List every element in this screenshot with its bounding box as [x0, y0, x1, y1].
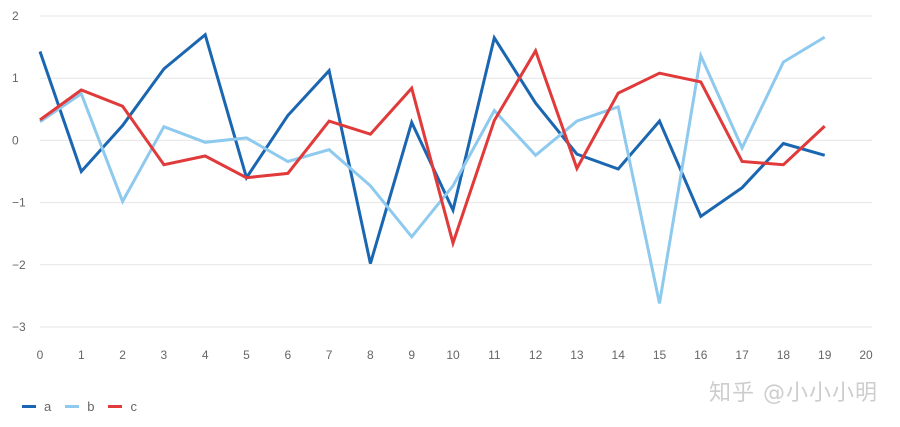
- legend-swatch-b: [65, 405, 80, 408]
- x-tick-label: 19: [818, 348, 832, 362]
- y-tick-label: −3: [12, 320, 26, 334]
- x-tick-label: 20: [859, 348, 873, 362]
- watermark: 知乎 @小小小明: [709, 381, 878, 406]
- series-line-c: [39, 47, 826, 249]
- legend-item-b[interactable]: b: [65, 399, 94, 414]
- y-axis-ticks: 2 1 0 −1 −2 −3: [12, 9, 26, 334]
- x-tick-label: 7: [326, 348, 333, 362]
- series-lines: [38, 32, 826, 304]
- legend-label-a: a: [44, 399, 52, 414]
- legend-swatch-a: [22, 405, 36, 408]
- x-axis-ticks: 0 1 2 3 4 5 6 7 8 9 10 11 12 13 14 15 16 17 18 19 20: [37, 348, 873, 362]
- x-tick-label: 6: [284, 348, 291, 362]
- line-chart: 210−1−2−3 0 1 2 3 4 5 6 7 8 9 10 11 12 13 14 15 16 17 18 19…: [12, 9, 873, 362]
- x-tick-label: 3: [161, 348, 168, 362]
- x-tick-label: 11: [488, 348, 501, 362]
- y-tick-label: −1: [12, 196, 26, 210]
- x-tick-label: 14: [612, 348, 626, 362]
- x-tick-label: 17: [735, 348, 749, 362]
- x-tick-label: 12: [529, 348, 543, 362]
- y-tick-label: 1: [12, 71, 19, 85]
- legend: a b c: [22, 399, 137, 414]
- x-tick-label: 8: [367, 348, 374, 362]
- series-line-b: [39, 35, 826, 304]
- legend-label-c: c: [130, 399, 137, 414]
- x-tick-label: 15: [653, 348, 667, 362]
- x-tick-label: 10: [446, 348, 460, 362]
- x-tick-label: 13: [570, 348, 584, 362]
- legend-item-a[interactable]: a: [22, 399, 51, 414]
- x-tick-label: 5: [243, 348, 250, 362]
- legend-label-b: b: [87, 399, 95, 414]
- y-tick-label: 2: [12, 9, 19, 23]
- x-tick-label: 1: [78, 348, 85, 362]
- legend-swatch-c: [108, 405, 123, 408]
- x-tick-label: 18: [777, 348, 791, 362]
- x-tick-label: 0: [37, 348, 44, 362]
- x-tick-label: 16: [694, 348, 708, 362]
- legend-item-c[interactable]: c: [108, 399, 137, 414]
- y-tick-label: −2: [12, 258, 26, 272]
- y-tick-label: 0: [12, 133, 19, 147]
- x-tick-label: 9: [408, 348, 415, 362]
- grid-lines: [40, 15, 872, 328]
- x-tick-label: 2: [119, 348, 126, 362]
- x-tick-label: 4: [202, 348, 209, 362]
